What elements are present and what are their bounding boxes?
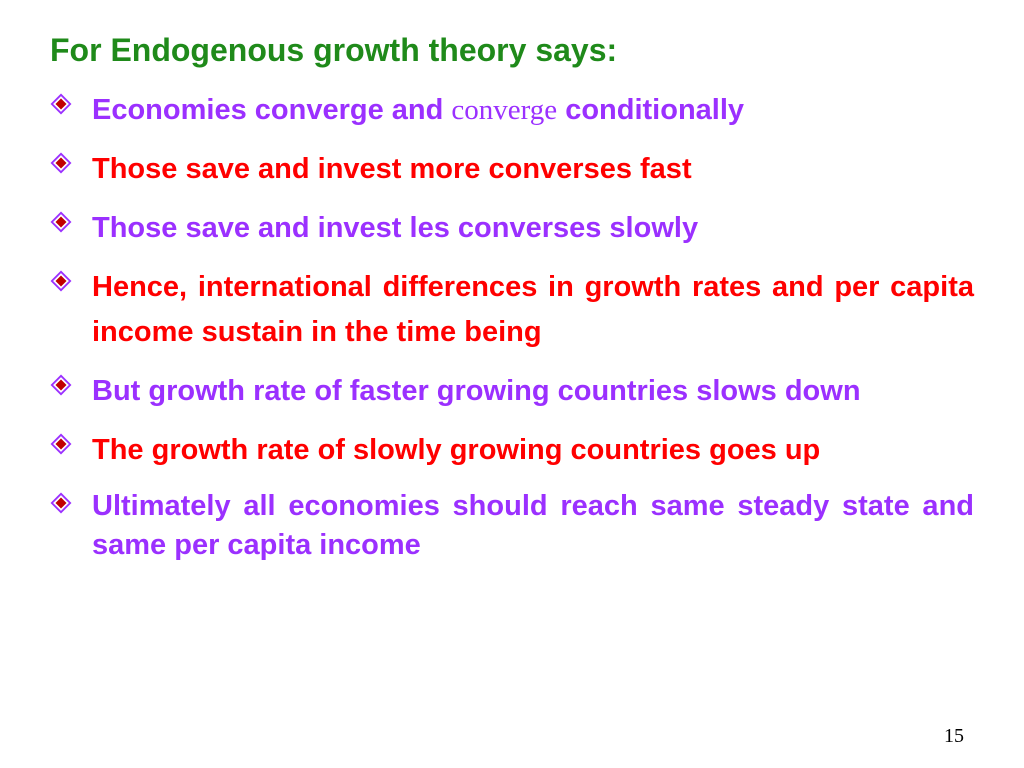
- diamond-bullet-icon: [50, 268, 72, 298]
- list-item: The growth rate of slowly growing countr…: [50, 428, 974, 473]
- list-item: Hence, international differences in grow…: [50, 265, 974, 355]
- list-item-text: Those save and invest more converses fas…: [92, 153, 692, 185]
- diamond-bullet-icon: [50, 150, 72, 180]
- list-item: Those save and invest more converses fas…: [50, 147, 974, 192]
- page-number: 15: [944, 725, 964, 748]
- list-item: But growth rate of faster growing countr…: [50, 369, 974, 414]
- list-item-text: Economies converge and converge conditio…: [92, 94, 744, 126]
- diamond-bullet-icon: [50, 431, 72, 461]
- list-item-text: Those save and invest les converses slow…: [92, 212, 698, 244]
- list-item-text: Ultimately all economies should reach sa…: [92, 490, 974, 561]
- list-item-text: But growth rate of faster growing countr…: [92, 375, 861, 407]
- diamond-bullet-icon: [50, 490, 72, 520]
- list-item: Ultimately all economies should reach sa…: [50, 487, 974, 565]
- diamond-bullet-icon: [50, 372, 72, 402]
- bullet-list: Economies converge and converge conditio…: [50, 88, 974, 565]
- diamond-bullet-icon: [50, 209, 72, 239]
- list-item: Economies converge and converge conditio…: [50, 88, 974, 133]
- slide-title: For Endogenous growth theory says:: [50, 30, 974, 70]
- list-item-text: Hence, international differences in grow…: [92, 271, 974, 348]
- slide: For Endogenous growth theory says: Econo…: [0, 0, 1024, 768]
- list-item: Those save and invest les converses slow…: [50, 206, 974, 251]
- diamond-bullet-icon: [50, 91, 72, 121]
- list-item-text: The growth rate of slowly growing countr…: [92, 434, 820, 466]
